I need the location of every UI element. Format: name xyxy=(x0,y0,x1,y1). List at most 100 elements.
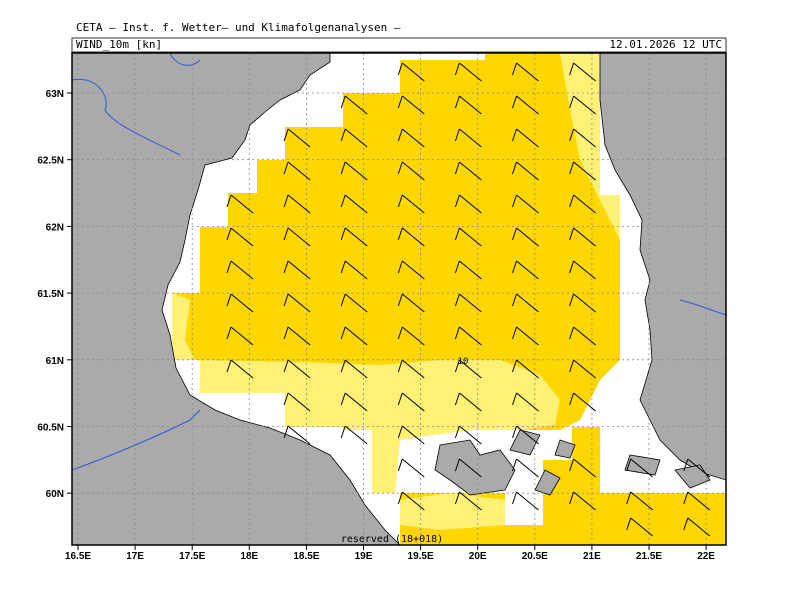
wind-barb xyxy=(226,326,254,346)
lon-tick-label: 20E xyxy=(469,551,487,562)
wind-barb xyxy=(283,392,311,412)
wind-barb xyxy=(454,260,482,280)
wind-barb xyxy=(397,260,425,280)
wind-barb xyxy=(626,458,654,478)
wind-barb xyxy=(569,260,596,280)
wind-field-low xyxy=(172,293,195,360)
lat-tick-label: 60N xyxy=(46,489,64,500)
wind-barb xyxy=(397,161,425,181)
wind-barb xyxy=(397,359,425,379)
valid-time: 12.01.2026 12 UTC xyxy=(609,38,722,51)
lon-tick-label: 20.5E xyxy=(522,551,548,562)
wind-barb xyxy=(569,194,596,214)
wind-barb xyxy=(512,95,539,115)
wind-barb xyxy=(512,293,539,313)
wind-barb xyxy=(626,517,654,537)
wind-barbs xyxy=(226,62,711,537)
wind-barb xyxy=(283,260,311,280)
wind-barb xyxy=(454,326,482,346)
wind-barb xyxy=(569,161,596,181)
footer-note: reserved (18+018) xyxy=(341,534,443,545)
wind-barb xyxy=(454,425,482,445)
wind-barb xyxy=(283,359,311,379)
border xyxy=(72,53,726,471)
wind-barb xyxy=(569,227,596,247)
wind-barb xyxy=(512,458,539,478)
wind-barb xyxy=(569,293,596,313)
wind-barb xyxy=(340,392,368,412)
wind-barb xyxy=(512,194,539,214)
wind-barb xyxy=(454,62,482,82)
wind-barb xyxy=(397,326,425,346)
wind-barb xyxy=(340,359,368,379)
wind-barb xyxy=(512,260,539,280)
wind-barb xyxy=(569,95,596,115)
wind-barb xyxy=(283,293,311,313)
wind-barb xyxy=(569,326,596,346)
wind-barb xyxy=(512,227,539,247)
wind-barb xyxy=(397,425,425,445)
wind-barb xyxy=(340,161,368,181)
lat-tick-label: 62N xyxy=(46,222,64,233)
wind-barb xyxy=(683,458,711,478)
wind-barb xyxy=(340,95,368,115)
wind-field-low xyxy=(560,53,620,240)
wind-barb xyxy=(397,95,425,115)
wind-barb xyxy=(226,359,254,379)
wind-barb xyxy=(454,458,482,478)
wind-barb xyxy=(283,425,311,445)
wind-barb xyxy=(569,62,596,82)
wind-barb xyxy=(340,293,368,313)
wind-barb xyxy=(454,128,482,148)
lon-tick-label: 21.5E xyxy=(636,551,662,562)
wind-field-low xyxy=(200,360,560,493)
wind-barb xyxy=(454,392,482,412)
wind-barb xyxy=(512,326,539,346)
lat-tick-label: 63N xyxy=(46,89,64,100)
lon-tick-label: 19E xyxy=(355,551,373,562)
lat-tick-label: 61N xyxy=(46,356,64,367)
info-bar xyxy=(71,37,727,53)
wind-barb xyxy=(397,392,425,412)
wind-barb xyxy=(226,260,254,280)
wind-barb xyxy=(454,227,482,247)
contour-label: 10 xyxy=(458,357,469,367)
wind-barb xyxy=(569,359,596,379)
wind-barb xyxy=(340,194,368,214)
wind-barb xyxy=(454,293,482,313)
wind-barb xyxy=(626,491,654,511)
wind-barb xyxy=(569,458,596,478)
wind-barb xyxy=(454,194,482,214)
wind-barb xyxy=(397,458,425,478)
wind-barb xyxy=(397,227,425,247)
wind-barb xyxy=(283,161,311,181)
wind-barb xyxy=(397,491,425,511)
wind-barb xyxy=(454,359,482,379)
wind-barb xyxy=(454,491,482,511)
wind-barb xyxy=(569,128,596,148)
wind-field-high xyxy=(172,53,620,430)
wind-barb xyxy=(340,260,368,280)
wind-barb xyxy=(397,194,425,214)
lon-tick-label: 16.5E xyxy=(65,551,91,562)
wind-barb xyxy=(226,194,254,214)
wind-barb xyxy=(397,293,425,313)
lat-tick-label: 62.5N xyxy=(37,156,64,167)
wind-barb xyxy=(512,62,539,82)
wind-barb xyxy=(226,227,254,247)
wind-barb xyxy=(340,128,368,148)
wind-barb xyxy=(454,95,482,115)
wind-barb xyxy=(283,128,311,148)
wind-barb xyxy=(226,293,254,313)
wind-barb xyxy=(512,128,539,148)
wind-barb xyxy=(569,491,596,511)
wind-barb xyxy=(683,517,711,537)
wind-barb xyxy=(454,161,482,181)
axis-ticks: 16.5E 17E 17.5E 18E 18.5E 19E 19.5E 20E 20.5E 21E… xyxy=(37,89,715,562)
lon-tick-label: 18.5E xyxy=(293,551,319,562)
lon-tick-label: 17.5E xyxy=(179,551,205,562)
wind-barb xyxy=(569,392,596,412)
wind-barb xyxy=(683,491,711,511)
map-frame xyxy=(71,52,727,546)
